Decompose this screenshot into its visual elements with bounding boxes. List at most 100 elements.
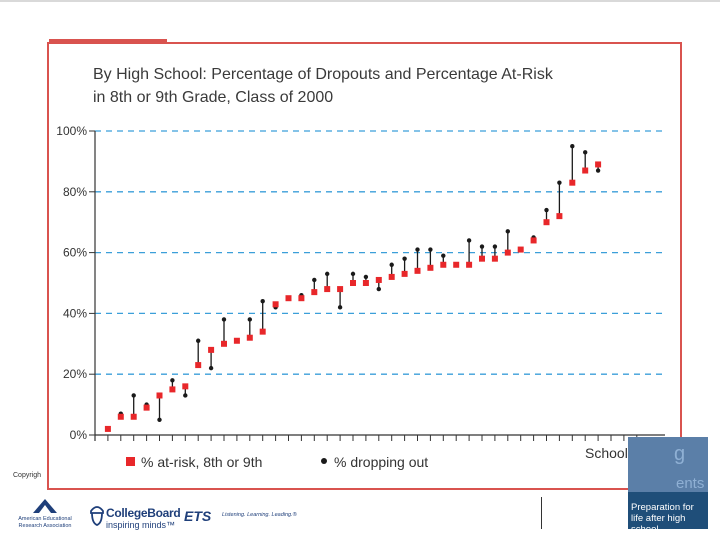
dropout-point	[183, 393, 188, 398]
at-risk-point	[440, 261, 447, 268]
at-risk-point	[195, 362, 202, 369]
at-risk-point	[272, 301, 279, 308]
slide-top-rule	[0, 0, 720, 2]
dropout-point	[583, 150, 588, 155]
at-risk-points	[104, 161, 602, 432]
dropout-point	[402, 256, 407, 261]
dropout-point	[208, 365, 214, 371]
dropout-point	[221, 317, 227, 322]
at-risk-point	[401, 270, 408, 277]
at-risk-point	[427, 264, 434, 271]
at-risk-point	[543, 219, 550, 226]
chart-frame	[47, 39, 682, 490]
dropout-point	[505, 229, 510, 234]
at-risk-point	[453, 261, 460, 268]
y-tick-label: 0%	[70, 428, 88, 442]
at-risk-point	[350, 280, 356, 286]
dropout-point	[312, 277, 317, 283]
y-tick-label: 40%	[63, 306, 87, 320]
dropout-point	[325, 271, 330, 277]
y-tick-labels: 0% 20% 40% 60% 80% 100%	[56, 124, 95, 442]
aera-logo: American Educational Research Associatio…	[10, 497, 80, 533]
brand-panel-word-b: ents	[676, 475, 705, 492]
acorn-icon	[90, 506, 104, 526]
at-risk-point	[246, 334, 253, 341]
y-tick-label: 80%	[63, 185, 87, 199]
at-risk-point	[130, 413, 137, 420]
at-risk-point	[117, 413, 124, 420]
brand-panel-word-a: g	[674, 443, 686, 465]
aera-name: American Educational Research Associatio…	[18, 516, 72, 529]
at-risk-point	[595, 161, 602, 168]
dropout-point	[479, 244, 485, 249]
footer-divider	[541, 497, 542, 529]
at-risk-point	[221, 340, 227, 347]
tagline: Preparation for life after high school	[631, 502, 694, 535]
dropout-point	[157, 417, 162, 422]
at-risk-point	[156, 392, 163, 399]
dropout-point	[466, 238, 472, 243]
dropout-point	[131, 393, 136, 398]
at-risk-point	[143, 404, 150, 411]
at-risk-point	[298, 295, 305, 302]
dropout-point	[363, 274, 369, 280]
at-risk-point	[375, 276, 382, 283]
dropout-point	[595, 168, 601, 173]
at-risk-point	[491, 255, 498, 262]
at-risk-point	[311, 289, 318, 296]
legend: % at-risk, 8th or 9th % dropping out	[126, 454, 428, 470]
dropout-point	[170, 378, 175, 383]
dropout-point	[544, 207, 549, 213]
brand-panel-upper	[628, 437, 708, 492]
collegeboard-subtitle: inspiring minds™	[106, 520, 176, 530]
dropout-point	[260, 299, 265, 304]
chart-title-line-2: in 8th or 9th Grade, Class of 2000	[93, 89, 334, 106]
difference-stems	[120, 146, 599, 420]
axes	[94, 131, 665, 441]
at-risk-point	[582, 167, 589, 174]
ets-slogan: Listening. Learning. Leading.®	[222, 512, 297, 518]
ets-name: ETS	[184, 508, 212, 524]
chart-frame-tab	[49, 39, 167, 44]
at-risk-point	[466, 261, 473, 268]
legend-dropout-swatch	[321, 458, 327, 464]
dropout-point	[389, 262, 394, 267]
at-risk-point	[169, 386, 176, 393]
at-risk-point	[259, 328, 266, 335]
y-tick-label: 20%	[63, 367, 87, 381]
brand-panel: g ents	[628, 437, 708, 529]
dropout-point	[350, 271, 356, 277]
copyright-text: Copyrigh	[13, 472, 42, 479]
dropout-point	[196, 338, 201, 343]
dropout-point	[570, 144, 575, 149]
at-risk-point	[414, 267, 421, 274]
at-risk-point	[504, 249, 511, 256]
legend-at-risk-swatch	[126, 457, 135, 466]
chart-title-line-1: By High School: Percentage of Dropouts a…	[93, 66, 553, 83]
at-risk-point	[530, 237, 537, 244]
at-risk-point	[104, 425, 111, 432]
dropout-point	[492, 244, 498, 249]
dropout-point	[441, 253, 446, 258]
at-risk-point	[324, 286, 331, 293]
aera-mark-icon	[33, 499, 57, 513]
dropout-point	[337, 305, 343, 310]
y-tick-label: 60%	[63, 246, 87, 260]
dropout-points	[105, 144, 601, 432]
at-risk-point	[337, 286, 344, 293]
dropout-point	[376, 286, 381, 292]
at-risk-point	[182, 383, 189, 390]
y-tick-label: 100%	[56, 124, 87, 138]
at-risk-point	[517, 246, 524, 253]
at-risk-point	[233, 337, 240, 344]
dropout-point	[428, 247, 433, 252]
at-risk-point	[569, 179, 576, 186]
dropout-point	[557, 180, 562, 185]
at-risk-point	[556, 213, 563, 220]
ets-logo: ETS Listening. Learning. Leading.®	[184, 508, 297, 530]
collegeboard-name: CollegeBoard	[106, 506, 181, 520]
grid-lines	[95, 130, 665, 375]
at-risk-point	[285, 295, 292, 302]
x-ticks	[107, 435, 638, 441]
